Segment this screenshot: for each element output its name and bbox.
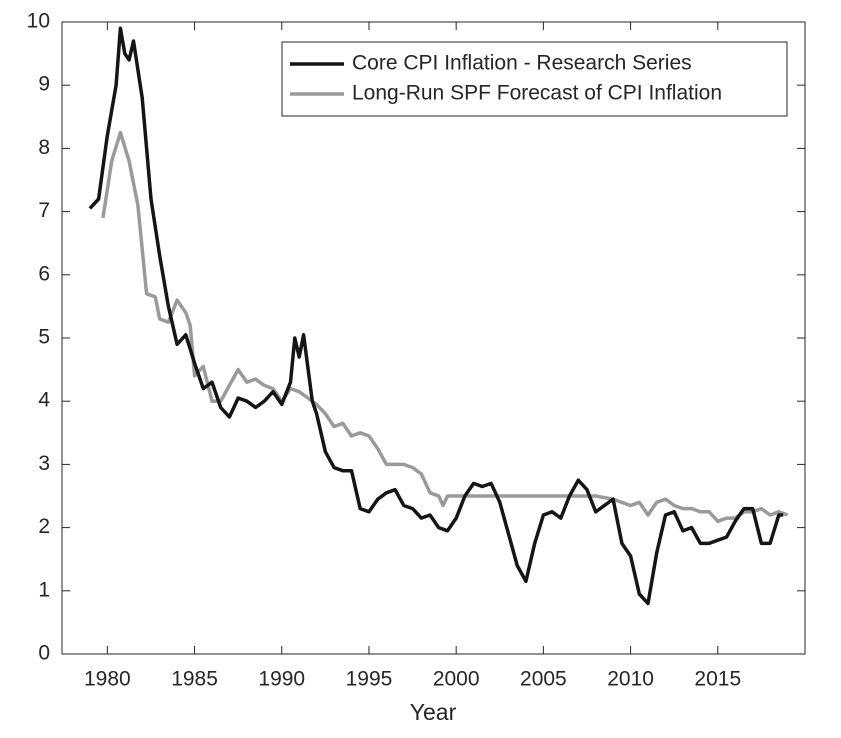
y-tick-label: 2 xyxy=(38,515,50,538)
y-tick-label: 6 xyxy=(38,262,50,285)
legend-label: Long-Run SPF Forecast of CPI Inflation xyxy=(352,82,722,105)
x-tick-label: 1990 xyxy=(258,668,305,691)
y-tick-label: 4 xyxy=(38,389,50,412)
y-tick-label: 3 xyxy=(38,452,50,475)
series-line xyxy=(88,26,784,606)
y-tick-label: 0 xyxy=(38,642,50,665)
x-tick-label: 2005 xyxy=(520,668,567,691)
y-tick-label: 1 xyxy=(38,578,50,601)
x-tick-label: 2000 xyxy=(433,668,480,691)
x-tick-label: 2010 xyxy=(607,668,654,691)
y-tick-label: 5 xyxy=(38,326,50,349)
x-tick-label: 1985 xyxy=(171,668,218,691)
y-tick-label: 8 xyxy=(38,136,50,159)
x-tick-label: 2015 xyxy=(694,668,741,691)
x-axis-label: Year xyxy=(410,699,457,725)
y-tick-label: 10 xyxy=(27,10,50,33)
y-tick-label: 9 xyxy=(38,73,50,96)
x-tick-label: 1980 xyxy=(84,668,131,691)
legend-label: Core CPI Inflation - Research Series xyxy=(352,52,692,75)
plot-frame xyxy=(61,21,806,655)
series-line xyxy=(101,130,789,524)
legend-box xyxy=(281,41,788,117)
y-tick-label: 7 xyxy=(38,199,50,222)
x-tick-label: 1995 xyxy=(346,668,393,691)
